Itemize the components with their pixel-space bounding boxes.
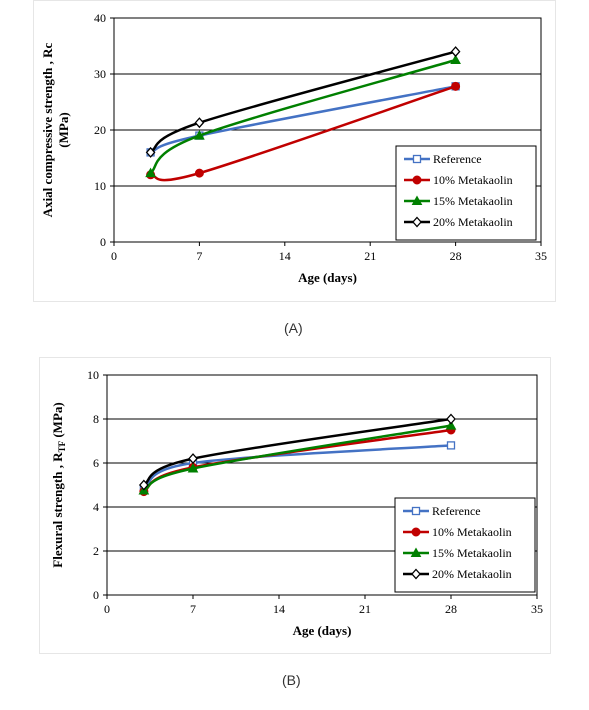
chart-a-data-point — [145, 146, 156, 158]
chart-b-data-point — [138, 479, 149, 491]
chart-a-data-point — [450, 46, 461, 58]
chart-a-data-point — [450, 54, 461, 64]
chart-a-xtick-label: 21 — [364, 249, 376, 263]
chart-a-panel: 0 10 20 30 40 0 7 14 21 28 35 Age (days) Axial compr… — [33, 0, 556, 302]
chart-b-series-line — [143, 424, 452, 492]
chart-b-legend-label: 20% Metakaolin — [432, 567, 512, 581]
chart-a-data-point — [451, 81, 461, 91]
chart-b-data-point — [445, 420, 457, 430]
chart-b-xtick-label: 21 — [359, 602, 371, 616]
chart-b-ytick-label: 6 — [93, 456, 99, 470]
chart-b-caption: (B) — [282, 672, 301, 688]
chart-a-ylabel: Axial compressive strength , Rc(MPa) — [40, 42, 71, 217]
chart-a-series-line — [150, 85, 456, 154]
chart-a: 0 10 20 30 40 0 7 14 21 28 35 Age (days) Axial compr… — [40, 11, 547, 285]
chart-b-ytick-label: 2 — [93, 544, 99, 558]
chart-b-series-3 — [138, 413, 456, 491]
chart-a-legend-label: 10% Metakaolin — [433, 173, 513, 187]
chart-a-ytick-label: 40 — [94, 11, 106, 25]
chart-a-ytick-label: 0 — [100, 235, 106, 249]
chart-b-ytick-label: 8 — [93, 412, 99, 426]
chart-b-legend-label: Reference — [432, 504, 481, 518]
chart-b-xtick-label: 14 — [273, 602, 285, 616]
chart-b-xtick-label: 28 — [445, 602, 457, 616]
chart-a-xlabel: Age (days) — [298, 270, 357, 285]
chart-b-data-point — [446, 441, 456, 450]
chart-a-series-line — [149, 50, 456, 154]
chart-b-series-line — [143, 417, 452, 487]
chart-b-legend-marker — [411, 506, 421, 516]
chart-a-legend-label: 15% Metakaolin — [433, 194, 513, 208]
chart-a-xtick-label: 0 — [111, 249, 117, 263]
chart-a-data-point — [194, 168, 204, 178]
chart-a-xtick-label: 7 — [196, 249, 202, 263]
chart-a-data-point — [194, 117, 205, 129]
chart-b-legend-label: 15% Metakaolin — [432, 546, 512, 560]
chart-a-xtick-label: 35 — [535, 249, 547, 263]
chart-a-legend-label: Reference — [433, 152, 482, 166]
chart-b-legend-label: 10% Metakaolin — [432, 525, 512, 539]
chart-a-data-point — [194, 130, 205, 140]
chart-b-series-2 — [138, 420, 457, 495]
chart-a-ytick-label: 10 — [94, 179, 106, 193]
chart-b-ytick-label: 4 — [93, 500, 99, 514]
chart-b-data-point — [188, 453, 198, 465]
chart-b-data-point — [446, 413, 456, 425]
chart-b-xtick-label: 35 — [531, 602, 543, 616]
chart-a-series-2 — [145, 54, 461, 178]
chart-a-series-3 — [145, 46, 461, 158]
chart-b: 0 2 4 6 8 10 0 7 14 21 28 35 Age (days) Flexural stre… — [50, 368, 543, 638]
chart-a-legend-marker — [412, 175, 422, 185]
chart-b-panel: 0 2 4 6 8 10 0 7 14 21 28 35 Age (days) Flexural stre… — [39, 357, 551, 654]
chart-a-legend-label: 20% Metakaolin — [433, 215, 513, 229]
chart-a-series-line — [150, 85, 457, 182]
chart-a-legend-marker — [411, 195, 423, 205]
chart-b-legend-marker — [411, 568, 421, 580]
chart-b-series-line — [143, 444, 452, 491]
chart-a-caption: (A) — [284, 320, 303, 336]
chart-b-data-point — [187, 462, 199, 473]
chart-a-legend-marker — [412, 216, 422, 228]
chart-b-ytick-label: 0 — [93, 588, 99, 602]
chart-a-legend: Reference 10% Metakaolin 15% Metakaolin 20%… — [395, 145, 537, 241]
chart-a-ytick-label: 20 — [94, 123, 106, 137]
chart-b-xtick-label: 7 — [190, 602, 196, 616]
chart-a-legend-marker — [412, 154, 422, 164]
chart-b-xtick-label: 0 — [104, 602, 110, 616]
chart-a-ytick-label: 30 — [94, 67, 106, 81]
chart-b-xlabel: Age (days) — [293, 623, 352, 638]
chart-a-xtick-label: 14 — [279, 249, 291, 263]
chart-a-series-line — [149, 58, 456, 175]
chart-a-data-point — [145, 167, 156, 178]
chart-b-legend-marker — [411, 527, 421, 537]
chart-a-xtick-label: 28 — [450, 249, 462, 263]
chart-b-plot-frame — [106, 374, 538, 596]
chart-b-ylabel: Flexural strength , RTF (MPa) — [50, 402, 67, 567]
chart-b-legend-marker — [410, 547, 422, 557]
chart-b-ytick-label: 10 — [87, 368, 99, 382]
chart-b-legend: Reference 10% Metakaolin 15% Metakaolin 20%… — [394, 497, 536, 593]
